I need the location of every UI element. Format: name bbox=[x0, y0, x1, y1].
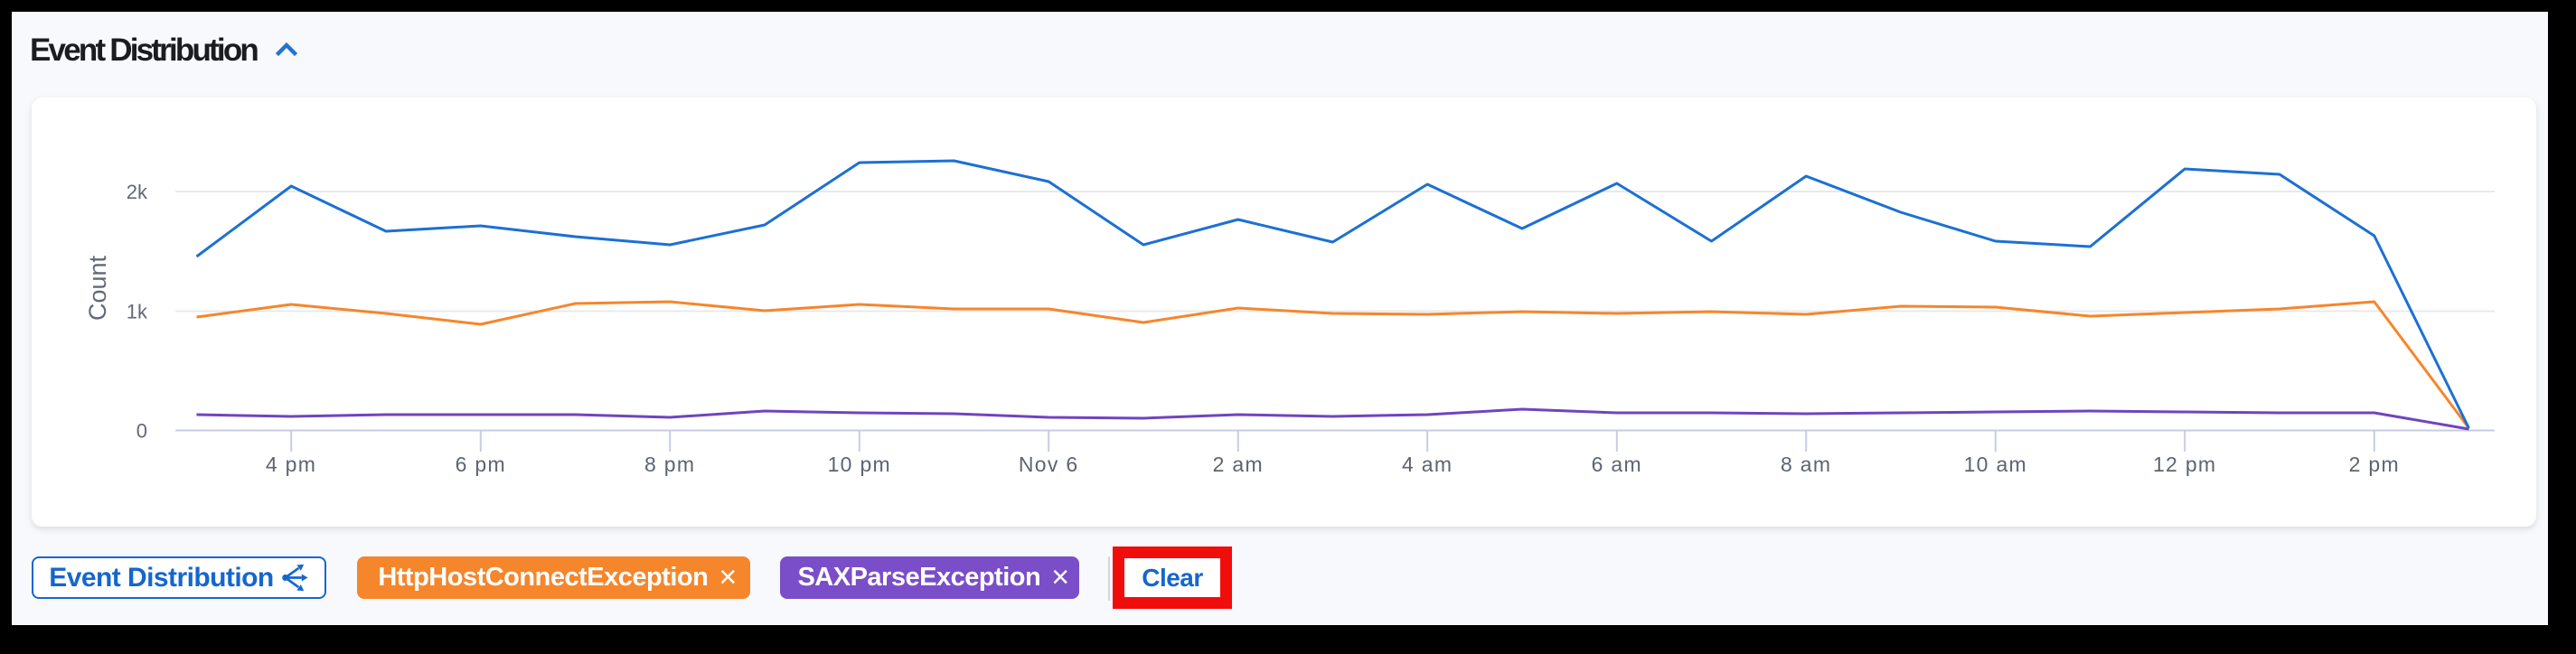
svg-text:0: 0 bbox=[136, 420, 147, 443]
svg-text:4 pm: 4 pm bbox=[266, 453, 316, 476]
svg-text:6 am: 6 am bbox=[1592, 453, 1642, 476]
svg-text:4 am: 4 am bbox=[1402, 453, 1453, 476]
svg-text:8 am: 8 am bbox=[1781, 453, 1831, 476]
svg-text:Nov 6: Nov 6 bbox=[1019, 453, 1079, 476]
svg-text:2k: 2k bbox=[127, 181, 148, 203]
svg-text:10 pm: 10 pm bbox=[828, 453, 891, 476]
svg-text:1k: 1k bbox=[127, 301, 148, 323]
svg-text:6 pm: 6 pm bbox=[456, 453, 506, 476]
svg-text:10 am: 10 am bbox=[1964, 453, 2027, 476]
svg-text:12 pm: 12 pm bbox=[2153, 453, 2216, 476]
svg-text:Count: Count bbox=[84, 255, 111, 321]
svg-text:8 pm: 8 pm bbox=[644, 453, 695, 476]
svg-text:2 am: 2 am bbox=[1213, 453, 1264, 476]
svg-text:2 pm: 2 pm bbox=[2349, 453, 2400, 476]
